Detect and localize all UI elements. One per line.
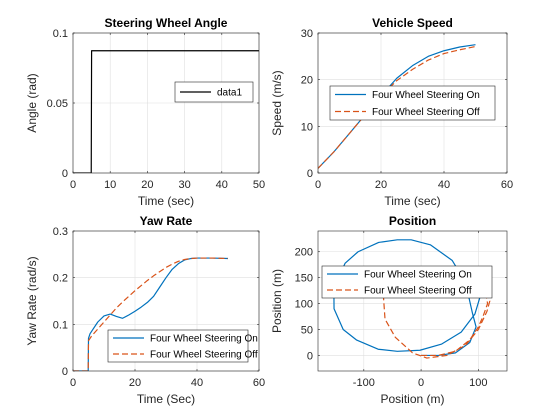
chart-title: Vehicle Speed (372, 16, 453, 30)
series-line-2 (318, 45, 476, 169)
x-tick-label: 0 (418, 377, 424, 389)
y-tick-label: 10 (301, 121, 313, 133)
y-axis-label: Position (m) (270, 269, 284, 333)
y-tick-label: 0 (62, 366, 68, 378)
x-tick-label: 60 (253, 377, 265, 389)
series-line-2 (73, 257, 229, 371)
y-tick-label: 200 (295, 247, 313, 259)
y-tick-label: 0 (307, 168, 313, 180)
x-tick-label: 50 (253, 179, 265, 191)
y-tick-label: 30 (301, 28, 313, 40)
legend: Four Wheel Steering On Four Wheel Steerin… (329, 85, 496, 121)
x-tick-label: 20 (375, 179, 387, 191)
x-tick-label: 60 (501, 179, 513, 191)
legend: Four Wheel Steering On Four Wheel Steerin… (107, 329, 258, 363)
y-axis-label: Yaw Rate (rad/s) (25, 256, 39, 345)
y-tick-label: 0.1 (53, 28, 68, 40)
x-tick-label: 10 (104, 179, 116, 191)
legend-label: Four Wheel Steering Off (364, 286, 472, 297)
legend-label: Four Wheel Steering Off (372, 107, 480, 118)
series-line-1 (73, 50, 259, 173)
legend-box (321, 265, 493, 299)
subplot-3: 0 20 40 60 0 0.1 0.2 0.3 Yaw Rate Time (Sec) Yaw R… (25, 214, 265, 406)
x-tick-label: 40 (191, 377, 203, 389)
x-tick-label: 30 (178, 179, 190, 191)
legend-label: Four Wheel Steering On (372, 90, 480, 101)
y-tick-label: 0.3 (53, 226, 68, 238)
x-tick-label: -100 (353, 377, 375, 389)
plot-area (318, 231, 507, 371)
legend-box (329, 85, 496, 121)
legend-label: Four Wheel Steering Off (150, 350, 258, 361)
chart-title: Position (389, 214, 436, 228)
y-tick-label: 0 (62, 168, 68, 180)
legend-label: Four Wheel Steering On (150, 334, 258, 345)
chart-title: Steering Wheel Angle (105, 16, 228, 30)
x-tick-label: 100 (469, 377, 487, 389)
legend-box (107, 329, 249, 363)
legend-box (174, 81, 254, 103)
x-tick-label: 0 (70, 179, 76, 191)
subplot-1: 0 10 20 30 40 50 0 0.05 0.1 Steering Wheel Angle T… (25, 16, 265, 208)
x-axis-label: Time (sec) (138, 194, 194, 208)
y-tick-label: 0.2 (53, 273, 68, 285)
axes-box (72, 230, 260, 372)
x-tick-label: 20 (129, 377, 141, 389)
chart-title: Yaw Rate (140, 214, 193, 228)
legend: data1 (174, 81, 254, 103)
y-tick-label: 0.05 (47, 98, 68, 110)
y-axis-label: Speed (m/s) (270, 70, 284, 135)
axes-box (72, 32, 260, 174)
y-tick-label: 50 (301, 325, 313, 337)
y-tick-label: 20 (301, 75, 313, 87)
subplot-4: -100 0 100 0 50 100 150 200 Position Position (m)… (270, 214, 508, 406)
y-tick-label: 0 (307, 350, 313, 362)
x-tick-label: 0 (315, 179, 321, 191)
series-line-1 (333, 239, 481, 357)
x-tick-label: 20 (141, 179, 153, 191)
legend-label: Four Wheel Steering On (364, 270, 472, 281)
axes-box (317, 230, 508, 372)
x-tick-label: 40 (216, 179, 228, 191)
x-tick-label: 40 (438, 179, 450, 191)
y-tick-label: 150 (295, 273, 313, 285)
y-tick-label: 100 (295, 299, 313, 311)
y-axis-label: Angle (rad) (25, 73, 39, 132)
legend-label: data1 (217, 88, 242, 99)
legend: Four Wheel Steering On Four Wheel Steerin… (321, 265, 493, 299)
x-tick-label: 0 (70, 377, 76, 389)
x-axis-label: Time (sec) (384, 194, 440, 208)
axes-box (317, 32, 508, 174)
x-axis-label: Time (Sec) (137, 392, 195, 406)
y-tick-label: 0.1 (53, 319, 68, 331)
x-axis-label: Position (m) (380, 392, 444, 406)
subplot-2: 0 20 40 60 0 10 20 30 Vehicle Speed Time (sec) Spe… (270, 16, 513, 208)
